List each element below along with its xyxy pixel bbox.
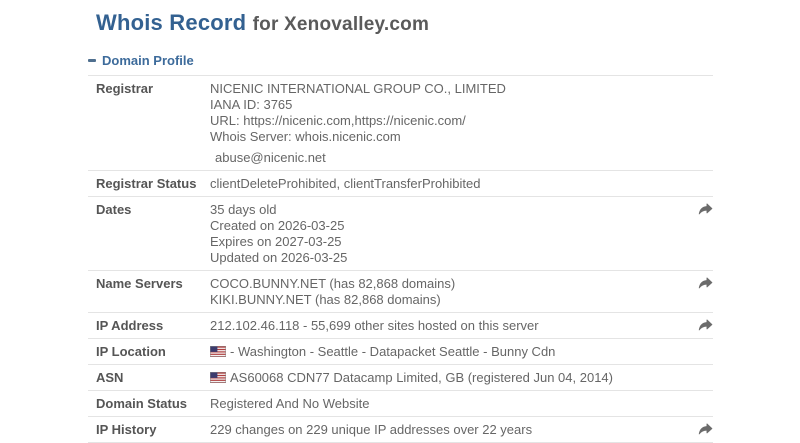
expires-date: Expires on 2027-03-25 xyxy=(210,234,342,249)
ip-location-line: - Washington - Seattle - Datapacket Seat… xyxy=(210,344,691,360)
row-label: ASN xyxy=(96,370,124,385)
registrar-name: NICENIC INTERNATIONAL GROUP CO., LIMITED xyxy=(210,81,506,96)
registrar-status-value: clientDeleteProhibited, clientTransferPr… xyxy=(210,176,481,191)
page-title-main: Whois Record xyxy=(96,10,247,35)
forward-arrow-icon[interactable] xyxy=(698,277,713,290)
row-action-cell xyxy=(691,421,713,438)
ip-address-value: 212.102.46.118 - 55,699 other sites host… xyxy=(210,318,539,333)
row-label: IP History xyxy=(96,422,157,437)
row-label: Registrar xyxy=(96,81,154,96)
row-value: 229 changes on 229 unique IP addresses o… xyxy=(210,421,691,438)
section-title: Domain Profile xyxy=(102,53,194,68)
name-server-1: COCO.BUNNY.NET (has 82,868 domains) xyxy=(210,276,456,291)
row-label: IP Address xyxy=(96,318,164,333)
updated-date: Updated on 2026-03-25 xyxy=(210,250,348,265)
row-label: IP Location xyxy=(96,344,166,359)
table-row-ip-history: IP History 229 changes on 229 unique IP … xyxy=(88,417,713,443)
page-title-domain: for Xenovalley.com xyxy=(252,14,430,35)
page-title: Whois Record for Xenovalley.com xyxy=(88,0,713,38)
row-action-cell xyxy=(691,369,713,386)
domain-status-value: Registered And No Website xyxy=(210,396,370,411)
name-server-2: KIKI.BUNNY.NET (has 82,868 domains) xyxy=(210,292,441,307)
row-action-cell xyxy=(691,80,713,166)
collapse-minus-icon[interactable] xyxy=(88,59,96,62)
asn-line: AS60068 CDN77 Datacamp Limited, GB (regi… xyxy=(210,370,691,386)
table-row-ip-location: IP Location - Washington - Seattle - Dat… xyxy=(88,339,713,365)
row-value: 35 days old Created on 2026-03-25 Expire… xyxy=(210,201,691,266)
table-row-registrar: Registrar NICENIC INTERNATIONAL GROUP CO… xyxy=(88,76,713,171)
ip-history-value: 229 changes on 229 unique IP addresses o… xyxy=(210,422,533,437)
row-value: NICENIC INTERNATIONAL GROUP CO., LIMITED… xyxy=(210,80,691,166)
row-value: AS60068 CDN77 Datacamp Limited, GB (regi… xyxy=(210,369,691,386)
us-flag-icon xyxy=(210,346,226,357)
row-value: - Washington - Seattle - Datapacket Seat… xyxy=(210,343,691,360)
row-action-cell xyxy=(691,395,713,412)
table-row-name-servers: Name Servers COCO.BUNNY.NET (has 82,868 … xyxy=(88,271,713,313)
registrar-url: URL: https://nicenic.com,https://nicenic… xyxy=(210,113,466,128)
table-row-ip-address: IP Address 212.102.46.118 - 55,699 other… xyxy=(88,313,713,339)
forward-arrow-icon[interactable] xyxy=(698,423,713,436)
table-row-dates: Dates 35 days old Created on 2026-03-25 … xyxy=(88,197,713,271)
row-value: 212.102.46.118 - 55,699 other sites host… xyxy=(210,317,691,334)
domain-age: 35 days old xyxy=(210,202,277,217)
row-label: Domain Status xyxy=(96,396,188,411)
row-value: clientDeleteProhibited, clientTransferPr… xyxy=(210,175,691,192)
domain-profile-section-toggle[interactable]: Domain Profile xyxy=(88,53,713,75)
row-label: Registrar Status xyxy=(96,176,197,191)
table-row-registrar-status: Registrar Status clientDeleteProhibited,… xyxy=(88,171,713,197)
row-action-cell xyxy=(691,201,713,266)
table-row-domain-status: Domain Status Registered And No Website xyxy=(88,391,713,417)
ip-location-value: - Washington - Seattle - Datapacket Seat… xyxy=(230,344,556,359)
forward-arrow-icon[interactable] xyxy=(698,319,713,332)
row-value: COCO.BUNNY.NET (has 82,868 domains) KIKI… xyxy=(210,275,691,308)
row-action-cell xyxy=(691,343,713,360)
row-action-cell xyxy=(691,275,713,308)
asn-value: AS60068 CDN77 Datacamp Limited, GB (regi… xyxy=(230,370,613,385)
row-value: Registered And No Website xyxy=(210,395,691,412)
abuse-email-link[interactable]: abuse@nicenic.net xyxy=(215,150,326,165)
registrar-whois-server: Whois Server: whois.nicenic.com xyxy=(210,129,401,144)
forward-arrow-icon[interactable] xyxy=(698,203,713,216)
row-action-cell xyxy=(691,175,713,192)
created-date: Created on 2026-03-25 xyxy=(210,218,345,233)
whois-record-table: Registrar NICENIC INTERNATIONAL GROUP CO… xyxy=(88,75,713,443)
whois-record-page: Whois Record for Xenovalley.com Domain P… xyxy=(88,0,713,443)
us-flag-icon xyxy=(210,372,226,383)
table-row-asn: ASN AS60068 CDN77 Datacamp Limited, GB (… xyxy=(88,365,713,391)
registrar-iana-id: IANA ID: 3765 xyxy=(210,97,293,112)
row-label: Name Servers xyxy=(96,276,183,291)
row-action-cell xyxy=(691,317,713,334)
row-label: Dates xyxy=(96,202,132,217)
